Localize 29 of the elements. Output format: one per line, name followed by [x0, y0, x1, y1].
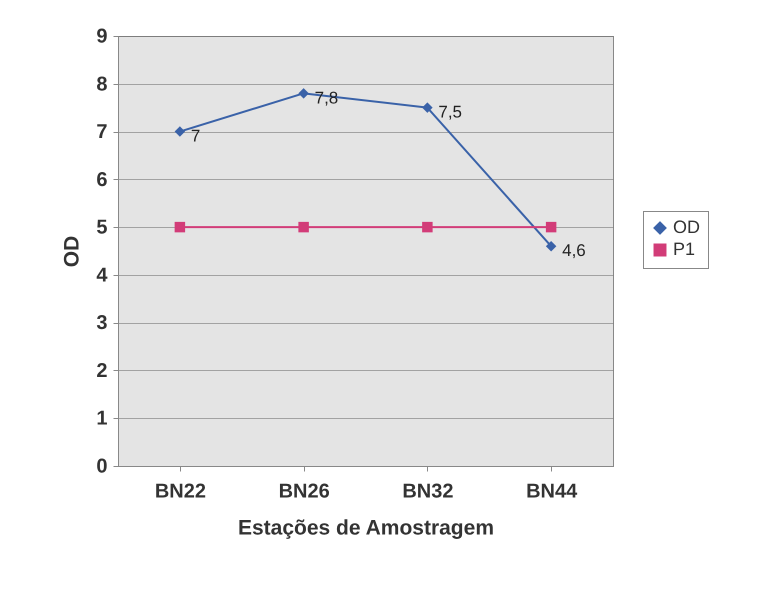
y-tick-label: 3: [96, 312, 108, 334]
y-tick-label: 6: [96, 168, 108, 191]
point: [546, 222, 556, 232]
x-tick-label: BN26: [278, 480, 330, 502]
y-tick-label: 2: [96, 360, 108, 382]
y-axis-title: OD: [60, 236, 84, 268]
x-tick-label: BN44: [526, 480, 578, 502]
point: [422, 102, 433, 113]
point: [422, 222, 433, 232]
legend-label: OD: [673, 217, 700, 237]
point: [298, 222, 309, 232]
y-tick-label: 8: [96, 73, 108, 96]
data-label: 4,6: [562, 241, 586, 260]
point: [174, 126, 186, 137]
y-tick-label: 0: [96, 456, 108, 478]
legend-label: P1: [673, 239, 696, 259]
point: [546, 240, 556, 252]
y-tick-label: 5: [96, 216, 108, 239]
y-tick-label: 7: [96, 121, 108, 144]
data-label: 7: [190, 126, 200, 146]
data-label: 7,5: [438, 102, 462, 122]
y-tick-label: 4: [96, 264, 108, 286]
y-tick-label: 9: [96, 26, 108, 48]
point: [298, 88, 309, 99]
point: [174, 222, 186, 232]
y-tick-label: 1: [96, 408, 108, 430]
x-tick-label: BN32: [402, 480, 454, 502]
x-axis-title: Estações de Amostragem: [238, 516, 494, 540]
x-tick-label: BN22: [154, 480, 206, 502]
